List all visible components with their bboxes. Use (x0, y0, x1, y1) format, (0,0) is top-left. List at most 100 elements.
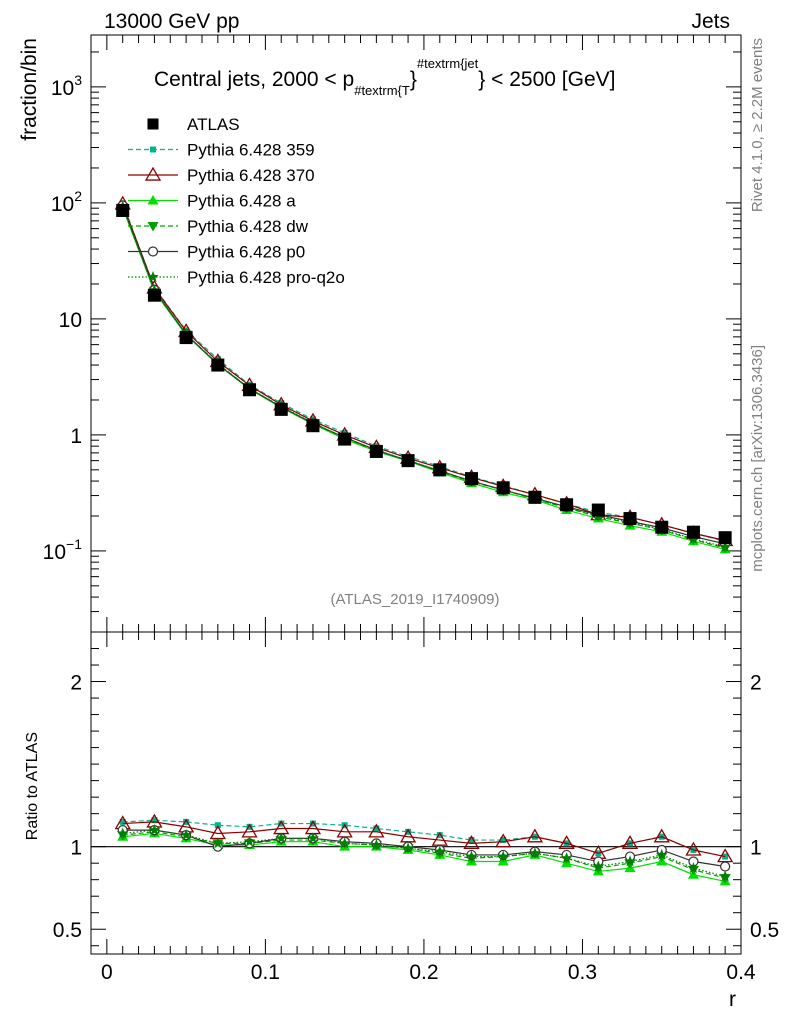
x-tick-label: 0.4 (726, 961, 756, 984)
legend-entry-pa: Pythia 6.428 a (128, 192, 296, 211)
ratio-y-tick-label-left: 0.5 (53, 919, 82, 942)
main-point-atlas (147, 288, 161, 302)
legend-label-pq2o: Pythia 6.428 pro-q2o (187, 268, 345, 287)
main-point-atlas (369, 444, 383, 458)
ratio-point-p359 (246, 823, 253, 830)
ratio-line-pa (122, 832, 726, 882)
plot-title-tail: } < 2500 [GeV] (478, 68, 615, 91)
ratio-series-pdw (117, 827, 731, 884)
ratio-panel-frame (90, 631, 742, 955)
legend-label-atlas: ATLAS (187, 115, 240, 134)
main-point-atlas (528, 490, 542, 504)
ratio-point-pq2o (719, 870, 731, 882)
legend: ATLAS Pythia 6.428 359 Pythia 6.428 370 Pyt… (128, 115, 345, 287)
main-series-atlas (116, 203, 732, 545)
legend-entry-pq2o: Pythia 6.428 pro-q2o (128, 268, 345, 287)
ratio-point-pq2o (275, 832, 287, 844)
ratio-point-p359 (468, 837, 475, 844)
ratio-series-pp0 (117, 825, 731, 872)
legend-entry-pp0: Pythia 6.428 p0 (128, 243, 305, 262)
ratio-axes: 0.5 0.5 1 1 2 2 0 0.1 0.2 0.3 0.4 (53, 631, 779, 984)
ratio-point-p370 (558, 835, 575, 850)
ratio-y-tick-label-left: 1 (70, 837, 82, 860)
legend-entry-p370: Pythia 6.428 370 (128, 166, 315, 185)
legend-entry-atlas: ATLAS (147, 115, 240, 134)
x-tick-label: 0.2 (409, 961, 438, 984)
ratio-line-pq2o (122, 829, 726, 877)
ratio-point-p359 (309, 820, 316, 827)
plot-title-subscript: #textrm{T (354, 83, 410, 98)
legend-marker-pdw (147, 222, 159, 232)
ratio-point-p370 (526, 828, 544, 843)
legend-marker-pq2o (147, 271, 159, 282)
ratio-point-pq2o (148, 824, 161, 836)
main-point-atlas (211, 358, 225, 372)
legend-label-pa: Pythia 6.428 a (187, 192, 296, 211)
ratio-point-pq2o (180, 829, 192, 840)
ratio-series-pa (117, 827, 731, 886)
ratio-point-pq2o (243, 835, 256, 847)
ratio-y-tick-label-left: 2 (70, 672, 82, 695)
ratio-point-p359 (119, 818, 126, 825)
ratio-y-tick-label-right: 1 (750, 837, 762, 860)
ratio-point-pq2o (307, 832, 319, 844)
x-tick-label: 0.3 (568, 961, 597, 984)
ratio-point-p370 (653, 828, 670, 843)
legend-label-pp0: Pythia 6.428 p0 (187, 243, 305, 262)
ratio-point-p359 (183, 818, 190, 825)
x-tick-label: 0 (101, 961, 113, 984)
analysis-id-label: (ATLAS_2019_I1740909) (330, 591, 499, 608)
mcplots-credit-label: mcplots.cern.ch [arXiv:1306.3436] (749, 345, 766, 572)
legend-marker-pp0 (147, 246, 159, 257)
main-point-pq2o (719, 541, 731, 552)
ratio-point-pq2o (687, 862, 700, 873)
ratio-point-pq2o (624, 855, 636, 867)
ratio-line-pp0 (122, 829, 726, 868)
main-point-atlas (338, 432, 352, 446)
ratio-point-pp0 (720, 861, 731, 872)
ratio-y-tick-label-right: 0.5 (750, 919, 779, 942)
main-point-atlas (179, 331, 193, 345)
plot-title-main: Central jets, 2000 < p (154, 68, 354, 91)
ratio-point-p359 (373, 825, 380, 832)
ratio-point-p370 (685, 841, 702, 856)
main-point-atlas (686, 525, 700, 539)
ratio-point-pq2o (592, 860, 605, 872)
ratio-series-pq2o (117, 824, 731, 882)
legend-entry-pdw: Pythia 6.428 dw (128, 217, 309, 236)
ratio-point-p370 (621, 835, 639, 850)
main-y-tick-label: 10 (59, 309, 82, 332)
legend-marker-pa (147, 195, 159, 205)
ratio-point-p370 (495, 833, 512, 848)
ratio-point-p359 (278, 820, 285, 827)
legend-marker-p370 (144, 166, 162, 181)
ratio-point-pq2o (560, 852, 573, 864)
main-point-atlas (274, 402, 288, 416)
main-point-atlas (623, 512, 637, 526)
main-point-atlas (718, 531, 732, 545)
ratio-point-pq2o (465, 850, 478, 862)
main-point-atlas (591, 503, 605, 517)
ratio-point-p370 (463, 835, 480, 850)
main-point-atlas (401, 454, 415, 468)
plot-title-brace: } (410, 68, 417, 91)
ratio-point-pq2o (117, 827, 129, 839)
main-y-tick-label: 102 (51, 188, 82, 216)
main-point-atlas (496, 481, 510, 495)
ratio-point-pq2o (338, 837, 351, 849)
rivet-version-label: Rivet 4.1.0, ≥ 2.2M events (749, 38, 766, 212)
main-point-atlas (433, 463, 447, 477)
plot-title: Central jets, 2000 < p#textrm{T}#textrm{… (154, 56, 615, 98)
x-tick-label: 0.1 (251, 961, 280, 984)
main-y-tick-label: 1 (70, 425, 82, 448)
header-jets-label: Jets (691, 10, 730, 33)
main-point-atlas (243, 383, 257, 397)
plot-title-superscript: #textrm{jet (417, 56, 479, 71)
ratio-point-pq2o (402, 842, 414, 854)
ratio-point-p359 (500, 837, 507, 844)
ratio-point-pq2o (529, 847, 541, 859)
ratio-point-pq2o (656, 848, 668, 860)
main-point-atlas (560, 498, 574, 512)
ratio-point-p359 (151, 817, 158, 824)
